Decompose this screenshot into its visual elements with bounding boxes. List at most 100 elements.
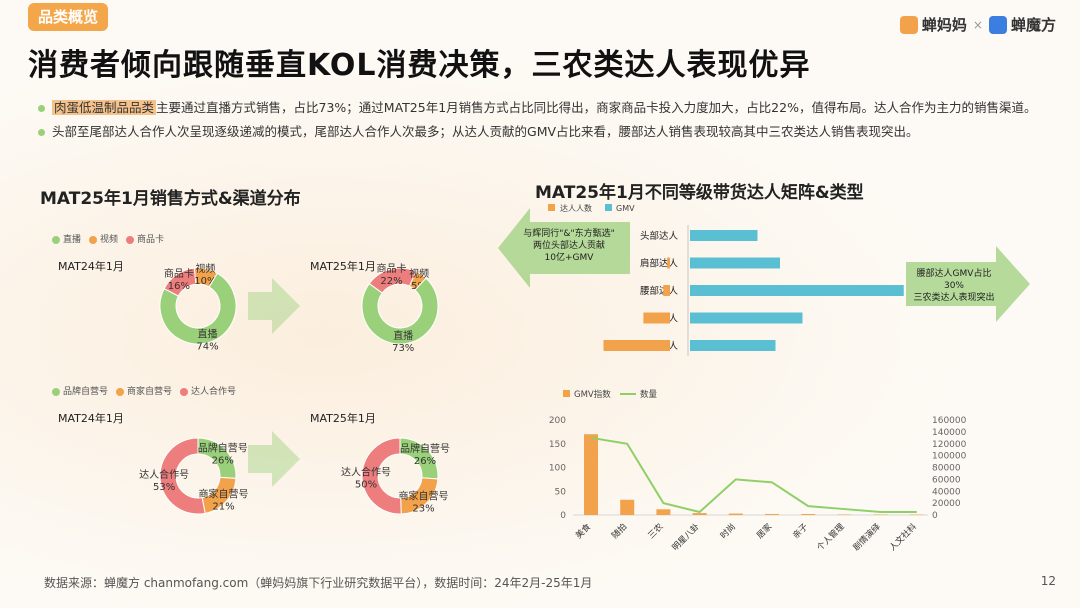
bar-gmv xyxy=(690,312,803,324)
bar-gmv-index xyxy=(801,514,816,515)
pie-slice-value: 23% xyxy=(412,504,434,515)
x-category-label: 随拍 xyxy=(610,521,630,541)
pie3-period: MAT24年1月 xyxy=(58,412,124,425)
pie-slice-value: 10% xyxy=(194,276,216,287)
bar-headcount xyxy=(663,285,670,296)
bar-gmv-index xyxy=(620,499,635,515)
data-source-footer: 数据来源：蝉魔方 chanmofang.com（蝉妈妈旗下行业研究数据平台），数… xyxy=(44,576,593,590)
x-category-label: 人文社科 xyxy=(887,521,919,553)
pie-slice-label: 商品卡 xyxy=(164,267,194,280)
bar-headcount xyxy=(603,340,670,351)
y-tick-left: 0 xyxy=(560,511,566,521)
x-category-label: 明星八卦 xyxy=(670,521,702,553)
bar-headcount xyxy=(667,257,670,269)
page-title: 消费者倾向跟随垂直KOL消费决策，三农类达人表现优异 xyxy=(28,48,811,83)
bar-gmv xyxy=(690,285,904,296)
y-tick-right: 100000 xyxy=(932,452,967,462)
bar-gmv xyxy=(690,230,758,241)
y-tick-right: 140000 xyxy=(932,428,967,438)
pie-slice xyxy=(361,277,439,345)
bullet-1-highlight: 肉蛋低温制品品类 xyxy=(52,100,157,115)
bar-gmv-index xyxy=(584,434,598,515)
x-category-label: 居家 xyxy=(754,521,774,541)
bar-gmv xyxy=(690,257,780,269)
pie-slice-label: 商家自营号 xyxy=(199,487,249,500)
pie2-period: MAT25年1月 xyxy=(310,260,376,273)
y-tick-right: 160000 xyxy=(932,416,967,426)
bullet-1: 肉蛋低温制品品类 主要通过直播方式销售，占比73%；通过MAT25年1月销售方式占… xyxy=(38,96,1048,120)
pie-legend-channel: 品牌自营号 商家自营号 达人合作号 xyxy=(52,384,236,397)
bar-gmv-index xyxy=(728,513,743,515)
bullet-2-text: 头部至尾部达人合作人次呈现逐级递减的模式，尾部达人合作人次最多；从达人贡献的GM… xyxy=(52,124,919,139)
right-section-title: MAT25年1月不同等级带货达人矩阵&类型 xyxy=(535,183,864,203)
bullet-1-text: 主要通过直播方式销售，占比73%；通过MAT25年1月销售方式占比同比得出，商家… xyxy=(156,100,1037,115)
pie-slice-label: 商品卡 xyxy=(377,262,407,275)
series-line-count xyxy=(590,436,917,514)
pie-slice-value: 50% xyxy=(355,480,377,491)
bar-category-label: 腰部达人 xyxy=(640,285,679,297)
legend-label: 数量 xyxy=(640,389,658,400)
arrow-left-icon xyxy=(498,208,630,288)
bar-category-label: 肩部达人 xyxy=(640,258,679,270)
pie1-period: MAT24年1月 xyxy=(58,260,124,273)
pie-slice-value: 73% xyxy=(392,343,414,354)
pie-slice-value: 21% xyxy=(212,501,234,512)
left-section-title: MAT25年1月销售方式&渠道分布 xyxy=(40,189,301,209)
brand-separator: × xyxy=(972,17,983,32)
x-category-label: 亲子 xyxy=(791,521,811,541)
y-tick-right: 60000 xyxy=(932,475,961,485)
bar-gmv-index xyxy=(692,513,707,515)
y-tick-right: 0 xyxy=(932,511,938,521)
pie-slice xyxy=(159,272,237,345)
pie-slice-value: 26% xyxy=(212,456,234,467)
x-category-label: 时尚 xyxy=(718,521,738,541)
bar-gmv-index xyxy=(656,509,671,515)
bar-headcount xyxy=(643,312,670,324)
bar-gmv-index xyxy=(765,514,779,515)
y-tick-left: 200 xyxy=(549,416,566,426)
pie-slice-label: 品牌自营号 xyxy=(198,442,248,455)
pie-slice-label: 视频 xyxy=(195,262,215,275)
pie-slice-value: 74% xyxy=(196,342,218,353)
legend-swatch xyxy=(605,204,612,211)
pie-slice-label: 视频 xyxy=(409,267,429,280)
category-tag: 品类概览 xyxy=(28,3,109,31)
pie-slice-label: 商家自营号 xyxy=(398,490,448,503)
y-tick-left: 100 xyxy=(549,464,566,474)
y-tick-left: 150 xyxy=(549,440,566,450)
y-tick-right: 40000 xyxy=(932,487,961,497)
pie-slice xyxy=(361,437,402,515)
arrow-right-icon xyxy=(906,246,1030,322)
y-tick-left: 50 xyxy=(555,487,567,497)
brand-chanmama: 蝉妈妈 xyxy=(921,16,967,34)
chanmama-logo-icon xyxy=(899,15,918,34)
summary-bullets: 肉蛋低温制品品类 主要通过直播方式销售，占比73%；通过MAT25年1月销售方式占… xyxy=(38,96,1048,144)
bar-gmv xyxy=(690,340,776,351)
pie-slice-label: 达人合作号 xyxy=(139,468,189,481)
legend-swatch xyxy=(563,390,570,397)
arrow-icon xyxy=(248,278,300,334)
y-tick-right: 120000 xyxy=(932,440,967,450)
pie-slice-label: 直播 xyxy=(393,329,413,342)
pie-slice-label: 直播 xyxy=(197,328,217,341)
brand-logos: 蝉妈妈 × 蝉魔方 xyxy=(899,14,1056,35)
bullet-2: 头部至尾部达人合作人次呈现逐级递减的模式，尾部达人合作人次最多；从达人贡献的GM… xyxy=(38,120,1048,144)
brand-chanmofang: 蝉魔方 xyxy=(1010,16,1056,34)
arrow-icon xyxy=(248,431,300,487)
x-category-label: 个人管理 xyxy=(815,521,847,553)
legend-label: 达人人数 xyxy=(560,203,592,213)
x-category-label: 剧情演绎 xyxy=(851,521,883,553)
pie-slice-value: 22% xyxy=(380,276,402,287)
callout-mid-anchors: 腰部达人GMV占比30% 三农类达人表现突出 xyxy=(913,269,995,303)
pie-slice-value: 26% xyxy=(414,456,436,467)
x-category-label: 美食 xyxy=(573,521,593,541)
pie-legend-sales: 直播 视频 商品卡 xyxy=(52,232,164,245)
pie-slice-value: 53% xyxy=(153,482,175,493)
legend-label: GMV指数 xyxy=(574,389,611,400)
pie-slice-value: 16% xyxy=(168,281,190,292)
pie4-period: MAT25年1月 xyxy=(310,412,376,425)
callout-head-anchors: 与辉同行"&"东方甄选" 两位头部达人贡献 10亿+GMV xyxy=(523,229,615,263)
pie-slice-label: 品牌自营号 xyxy=(400,442,450,455)
page-number: 12 xyxy=(1040,574,1056,588)
